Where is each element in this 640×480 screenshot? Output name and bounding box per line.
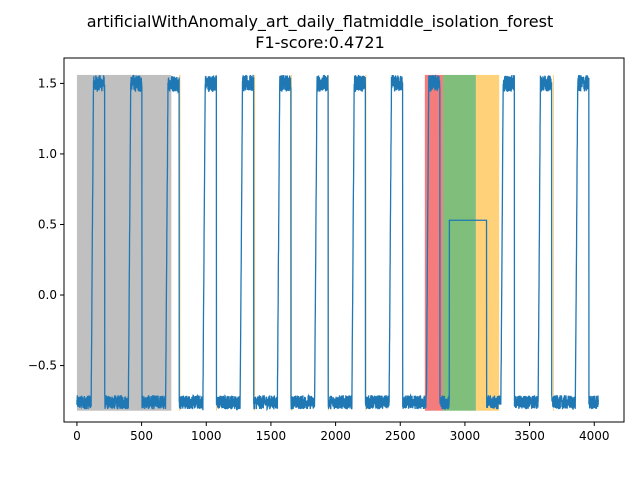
y-tick-label: −0.5 (28, 359, 57, 373)
axes-frame (63, 57, 625, 423)
x-tick-label: 2500 (385, 429, 416, 443)
series-line (76, 74, 599, 412)
y-tick-label: 0.0 (38, 288, 57, 302)
chart-subtitle: F1-score:0.4721 (255, 33, 385, 52)
x-tick-label: 3000 (450, 429, 481, 443)
chart-title: artificialWithAnomaly_art_daily_flatmidd… (86, 12, 554, 31)
y-tick-label: 1.5 (38, 76, 57, 90)
x-tick-label: 2000 (320, 429, 351, 443)
region-red (424, 74, 443, 411)
x-tick-label: 3500 (514, 429, 545, 443)
region-orange (475, 74, 500, 411)
x-axis: 0 500 1000 1500 2000 2500 3000 3500 4000 (73, 422, 610, 443)
y-axis: −0.5 0.0 0.5 1.0 1.5 (28, 76, 64, 373)
region-orange-thin (552, 74, 554, 411)
x-tick-label: 1500 (256, 429, 287, 443)
region-orange-thin (254, 74, 256, 411)
y-tick-label: 0.5 (38, 217, 57, 231)
region-green (442, 74, 476, 411)
x-tick-label: 0 (73, 429, 81, 443)
series-group (76, 74, 599, 412)
x-tick-label: 500 (130, 429, 153, 443)
x-tick-label: 1000 (191, 429, 222, 443)
y-tick-label: 1.0 (38, 147, 57, 161)
x-tick-label: 4000 (579, 429, 610, 443)
